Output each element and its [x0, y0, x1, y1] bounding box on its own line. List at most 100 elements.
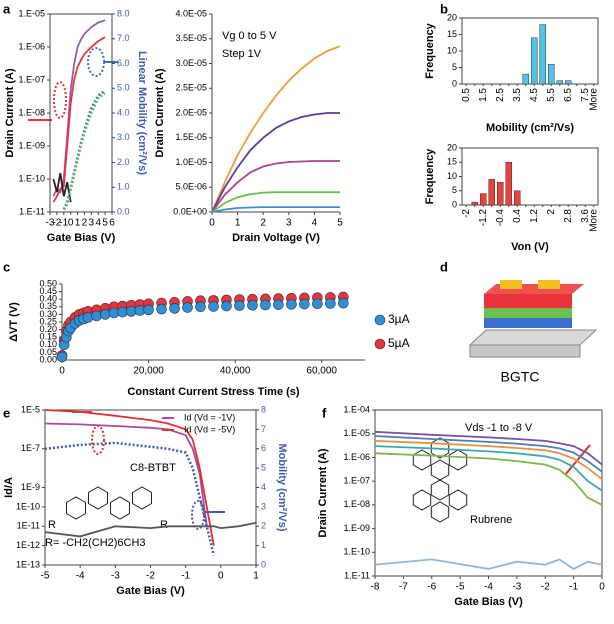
- y-tick-label: 1.E-06: [343, 452, 370, 462]
- x-tick-label: -7: [399, 582, 408, 593]
- x-tick-label: 4: [312, 218, 318, 229]
- y-tick-label: 10: [447, 171, 457, 181]
- panel-letter: b: [440, 1, 448, 16]
- chart-panel: b 0 5 10 15 20 Mobility (cm²/Vs) Frequency 0.5 1.…: [424, 1, 599, 133]
- point: [208, 301, 219, 312]
- bar: [531, 37, 538, 85]
- y-tick-label: 1.5E-05: [175, 132, 207, 142]
- y2-tick-label: 6.0: [117, 58, 130, 68]
- molecule-structures: [66, 437, 468, 523]
- ring: [448, 449, 468, 471]
- ring: [430, 501, 450, 523]
- chart-panel: c 0.000.050.100.150.200.250.300.350.400.4…: [3, 259, 410, 397]
- bar: [522, 73, 529, 85]
- point: [286, 299, 297, 310]
- y-tick-label: 0: [452, 78, 457, 88]
- panel-letter: f: [322, 405, 327, 420]
- ring: [412, 449, 432, 471]
- y-tick-label: 0.35: [39, 301, 57, 311]
- x-tick-label: -4: [76, 571, 85, 582]
- x-tick-label: -6: [427, 582, 436, 593]
- x-tick-label: 2: [260, 218, 266, 229]
- series-line: [374, 452, 603, 506]
- y-tick-label: 1E-12: [16, 540, 40, 550]
- series-line: [374, 435, 603, 473]
- x-tick-label: 1: [75, 218, 81, 229]
- y-tick-label: 3.0E-05: [175, 58, 207, 68]
- x-tick-label: 0: [599, 582, 605, 593]
- y-tick-label: 1E-13: [16, 559, 40, 569]
- y-tick-label: 1.E-09: [18, 140, 45, 150]
- x-tick-label: 0.5: [461, 88, 472, 102]
- x-tick-label: -0.4: [495, 209, 506, 227]
- arrow: [564, 444, 591, 476]
- point: [338, 297, 349, 309]
- series-line: [52, 173, 72, 203]
- callout: [87, 47, 105, 77]
- annotation: R: [160, 519, 168, 531]
- x-tick-label: 0.4: [512, 209, 523, 223]
- y2-tick-label: 2.0: [117, 157, 130, 167]
- y-tick-label: 3.5E-05: [175, 33, 207, 43]
- annotation: C8-BTBT: [130, 462, 176, 474]
- point: [299, 298, 310, 310]
- legend-swatch: [374, 314, 386, 326]
- x-tick-label: 1.5: [478, 88, 489, 102]
- y2-tick-label: 4.0: [117, 107, 130, 117]
- y-tick-label: 10: [447, 45, 457, 55]
- x-axis-title: Constant Current Stress Time (s): [127, 386, 300, 398]
- y-tick-label: 5: [452, 62, 457, 72]
- device-diagram: BGTC d: [440, 259, 598, 385]
- plot-frame: [374, 409, 603, 577]
- ring: [430, 459, 450, 481]
- x-tick-label: -3: [111, 571, 120, 582]
- substrate: [468, 329, 598, 346]
- point: [82, 312, 94, 323]
- x-axis-title: Gate Bias (V): [454, 596, 523, 608]
- panel-letter: c: [3, 259, 10, 274]
- ring: [110, 496, 130, 520]
- annotation: R= -CH2(CH2)6CH3: [45, 537, 146, 549]
- bar: [471, 201, 478, 206]
- y2-tick-label: 5: [261, 463, 266, 473]
- series-line: [211, 112, 340, 213]
- y-axis-title: Frequency: [424, 148, 436, 205]
- x-tick-label: 5.5: [546, 88, 557, 102]
- ring: [430, 479, 450, 501]
- x-tick-label: More: [588, 88, 599, 111]
- y2-tick-label: 1: [261, 540, 266, 550]
- point: [56, 351, 68, 363]
- x-tick-label: -4: [484, 582, 493, 593]
- y2-tick-label: 7.0: [117, 33, 130, 43]
- ring: [448, 489, 468, 511]
- x-tick-label: -8: [371, 582, 380, 593]
- y-axis-title: ΔVT (V): [8, 302, 20, 342]
- x-tick-label: 60,000: [306, 366, 337, 377]
- panel-letter: d: [440, 259, 448, 274]
- x-tick-label: 0: [68, 218, 74, 229]
- y-tick-label: 1.E-09: [343, 523, 370, 533]
- y-tick-label: 0: [452, 199, 457, 209]
- ring: [66, 496, 86, 520]
- series-line: [211, 45, 341, 213]
- point: [312, 298, 323, 310]
- x-tick-label: -1.2: [478, 209, 489, 227]
- y-tick-label: 1.E-08: [18, 107, 45, 117]
- annotation: Vg 0 to 5 V: [222, 30, 277, 42]
- chart-panel: 0 5 10 15 20 Von (V) Frequency -2 -1.2 -0.4 0.4 1.2…: [424, 142, 599, 253]
- y-tick-label: 4.0E-05: [175, 8, 207, 18]
- y2-tick-label: 8.0: [117, 8, 130, 18]
- y2-tick-label: 5.0: [117, 83, 130, 93]
- diagram-label: BGTC: [501, 369, 540, 385]
- semiconductor-top: [484, 284, 584, 294]
- bar: [548, 63, 555, 85]
- point: [182, 302, 193, 313]
- y-tick-label: 0.05: [39, 347, 57, 357]
- y-tick-label: 1.E-10: [343, 547, 370, 557]
- ring: [412, 489, 432, 511]
- y-tick-label: 20: [447, 12, 457, 22]
- annotation: Vds -1 to -8 V: [465, 422, 533, 434]
- x-tick-label: 5: [102, 218, 108, 229]
- y-tick-label: 0.0E+00: [173, 206, 207, 216]
- series-line: [374, 445, 603, 492]
